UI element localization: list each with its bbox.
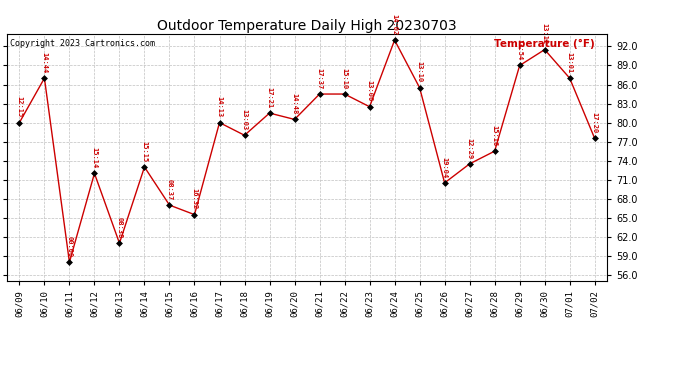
Text: 14:44: 14:44 (41, 52, 48, 73)
Text: 08:37: 08:37 (166, 179, 172, 200)
Text: 13:10: 13:10 (417, 62, 422, 82)
Text: Temperature (°F): Temperature (°F) (495, 39, 595, 49)
Text: 15:15: 15:15 (141, 141, 148, 162)
Text: 19:04: 19:04 (442, 156, 448, 178)
Text: 13:03: 13:03 (241, 109, 248, 130)
Text: 13:54: 13:54 (517, 39, 522, 60)
Text: 15:10: 15:10 (342, 68, 348, 89)
Text: 17:20: 17:20 (592, 112, 598, 134)
Text: 13:01: 13:01 (566, 52, 573, 73)
Text: 13:06: 13:06 (366, 80, 373, 102)
Text: 12:15: 12:15 (17, 96, 22, 117)
Title: Outdoor Temperature Daily High 20230703: Outdoor Temperature Daily High 20230703 (157, 19, 457, 33)
Text: 08:38: 08:38 (117, 217, 122, 238)
Text: 15:14: 15:14 (92, 147, 97, 168)
Text: 14:02: 14:02 (392, 14, 397, 35)
Text: 00:00: 00:00 (66, 236, 72, 257)
Text: 15:16: 15:16 (492, 125, 497, 146)
Text: 12:29: 12:29 (466, 138, 473, 159)
Text: 14:48: 14:48 (292, 93, 297, 114)
Text: 16:32: 16:32 (192, 188, 197, 210)
Text: Copyright 2023 Cartronics.com: Copyright 2023 Cartronics.com (10, 39, 155, 48)
Text: 13:12: 13:12 (542, 23, 548, 45)
Text: 17:21: 17:21 (266, 87, 273, 108)
Text: 14:13: 14:13 (217, 96, 222, 117)
Text: 17:37: 17:37 (317, 68, 322, 89)
